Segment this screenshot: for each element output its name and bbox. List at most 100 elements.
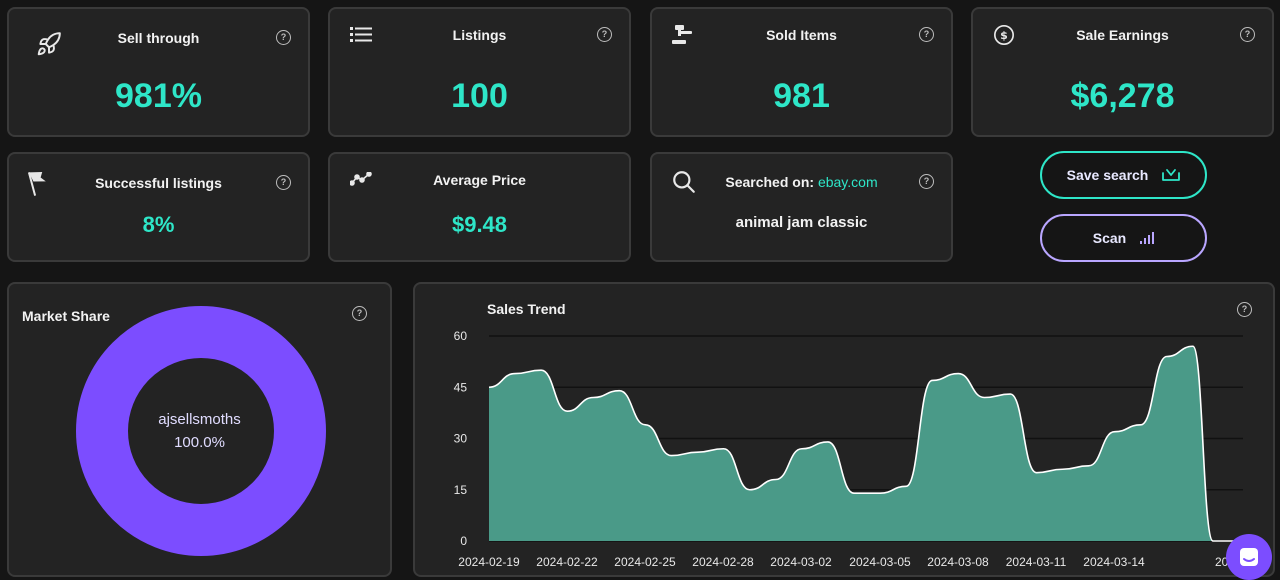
x-tick-label: 2024-03-08 bbox=[927, 555, 989, 569]
listings-label: Listings bbox=[452, 27, 507, 43]
y-tick-label: 15 bbox=[454, 483, 468, 497]
searched-on-line: Searched on: ebay.com bbox=[652, 174, 951, 190]
listings-card: Listings ? 100 bbox=[328, 7, 631, 137]
successful-listings-label: Successful listings bbox=[95, 175, 222, 191]
x-tick-label: 2024-03-05 bbox=[849, 555, 911, 569]
successful-listings-value: 8% bbox=[142, 212, 175, 237]
svg-text:$: $ bbox=[1000, 29, 1008, 42]
sale-earnings-label: Sale Earnings bbox=[1076, 27, 1169, 43]
y-tick-label: 0 bbox=[460, 534, 467, 548]
average-price-value: $9.48 bbox=[451, 212, 508, 237]
donut-percent-label: 100.0% bbox=[174, 434, 225, 451]
data-point[interactable] bbox=[800, 447, 804, 451]
sold-items-value: 981 bbox=[773, 77, 830, 115]
data-point[interactable] bbox=[1139, 423, 1143, 427]
data-point[interactable] bbox=[982, 396, 986, 400]
help-icon[interactable]: ? bbox=[1237, 302, 1252, 317]
data-point[interactable] bbox=[1061, 467, 1065, 471]
searched-site-link[interactable]: ebay.com bbox=[817, 174, 878, 190]
y-tick-label: 45 bbox=[454, 380, 468, 394]
sell-through-card: Sell through ? 981% bbox=[7, 7, 310, 137]
scan-label: Scan bbox=[1092, 230, 1127, 246]
data-point[interactable] bbox=[539, 368, 543, 372]
data-point[interactable] bbox=[591, 396, 595, 400]
data-point[interactable] bbox=[487, 385, 491, 389]
sell-through-label: Sell through bbox=[117, 30, 200, 46]
data-point[interactable] bbox=[1191, 344, 1195, 348]
data-point[interactable] bbox=[878, 491, 882, 495]
help-icon[interactable]: ? bbox=[276, 30, 291, 45]
data-point[interactable] bbox=[774, 478, 778, 482]
search-info-card: Searched on: ebay.com ? animal jam class… bbox=[650, 152, 953, 262]
help-icon[interactable]: ? bbox=[597, 27, 612, 42]
sale-earnings-card: $ Sale Earnings ? $6,278 bbox=[971, 7, 1274, 137]
data-point[interactable] bbox=[852, 491, 856, 495]
chat-launcher-button[interactable] bbox=[1226, 534, 1272, 580]
data-point[interactable] bbox=[696, 450, 700, 454]
save-search-button[interactable]: Save search bbox=[1040, 151, 1207, 199]
flag-icon bbox=[28, 171, 46, 196]
data-point[interactable] bbox=[1113, 430, 1117, 434]
sales-area bbox=[489, 346, 1243, 541]
x-tick-label: 2024-02-19 bbox=[458, 555, 520, 569]
list-icon bbox=[350, 27, 372, 42]
data-point[interactable] bbox=[930, 378, 934, 382]
sales-line bbox=[488, 345, 1243, 542]
help-icon[interactable]: ? bbox=[919, 174, 934, 189]
signal-bars-icon bbox=[1140, 232, 1155, 244]
rocket-icon bbox=[37, 32, 61, 56]
help-icon[interactable]: ? bbox=[352, 306, 367, 321]
data-point[interactable] bbox=[1087, 464, 1091, 468]
data-point[interactable] bbox=[904, 484, 908, 488]
market-share-card: Market Share ? ajsellsmoths 100.0% bbox=[7, 282, 392, 577]
x-tick-label: 2024-02-25 bbox=[614, 555, 676, 569]
y-tick-label: 60 bbox=[454, 329, 468, 343]
dollar-icon: $ bbox=[994, 25, 1014, 45]
x-tick-label: 2024-03-02 bbox=[770, 555, 832, 569]
data-point[interactable] bbox=[1008, 392, 1012, 396]
data-point[interactable] bbox=[722, 447, 726, 451]
search-query: animal jam classic bbox=[735, 214, 868, 231]
data-point[interactable] bbox=[513, 372, 517, 376]
donut-seller-label: ajsellsmoths bbox=[158, 411, 241, 428]
market-share-donut bbox=[76, 306, 326, 556]
chat-icon bbox=[1240, 548, 1258, 566]
help-icon[interactable]: ? bbox=[276, 175, 291, 190]
trend-icon bbox=[350, 172, 372, 186]
data-point[interactable] bbox=[670, 454, 674, 458]
y-tick-label: 30 bbox=[454, 432, 468, 446]
sell-through-value: 981% bbox=[115, 77, 202, 115]
scan-button[interactable]: Scan bbox=[1040, 214, 1207, 262]
help-icon[interactable]: ? bbox=[919, 27, 934, 42]
save-search-label: Save search bbox=[1066, 167, 1149, 183]
sold-items-label: Sold Items bbox=[766, 27, 837, 43]
x-tick-label: 2024-03-11 bbox=[1006, 555, 1067, 569]
data-point[interactable] bbox=[643, 423, 647, 427]
data-point[interactable] bbox=[748, 488, 752, 492]
listings-value: 100 bbox=[451, 77, 508, 115]
inbox-icon bbox=[1162, 169, 1181, 181]
chart-title: Sales Trend bbox=[487, 301, 566, 317]
search-icon bbox=[673, 171, 695, 193]
average-price-card: Average Price $9.48 bbox=[328, 152, 631, 262]
market-share-title: Market Share bbox=[22, 308, 110, 324]
data-point[interactable] bbox=[1165, 355, 1169, 359]
sale-earnings-value: $6,278 bbox=[1070, 77, 1175, 115]
sales-trend-card: ? Sales Trend 0 15 30 45 60 2024-02-19 2024-0… bbox=[413, 282, 1275, 577]
data-point[interactable] bbox=[1035, 471, 1039, 475]
donut-slice-ajsellsmoths[interactable] bbox=[76, 306, 326, 556]
sold-items-card: Sold Items ? 981 bbox=[650, 7, 953, 137]
data-point[interactable] bbox=[826, 440, 830, 444]
searched-on-label: Searched on: bbox=[725, 174, 815, 190]
gavel-icon bbox=[672, 25, 692, 44]
data-point[interactable] bbox=[565, 409, 569, 413]
x-tick-label: 2024-03-14 bbox=[1083, 555, 1145, 569]
sales-trend-chart: Sales Trend 0 15 30 45 60 2024-02-19 2024-02-… bbox=[454, 301, 1253, 569]
average-price-label: Average Price bbox=[433, 172, 526, 188]
successful-listings-card: Successful listings ? 8% bbox=[7, 152, 310, 262]
x-tick-label: 2024-02-22 bbox=[536, 555, 598, 569]
data-point[interactable] bbox=[956, 372, 960, 376]
x-tick-label: 2024-02-28 bbox=[692, 555, 754, 569]
help-icon[interactable]: ? bbox=[1240, 27, 1255, 42]
data-point[interactable] bbox=[617, 389, 621, 393]
